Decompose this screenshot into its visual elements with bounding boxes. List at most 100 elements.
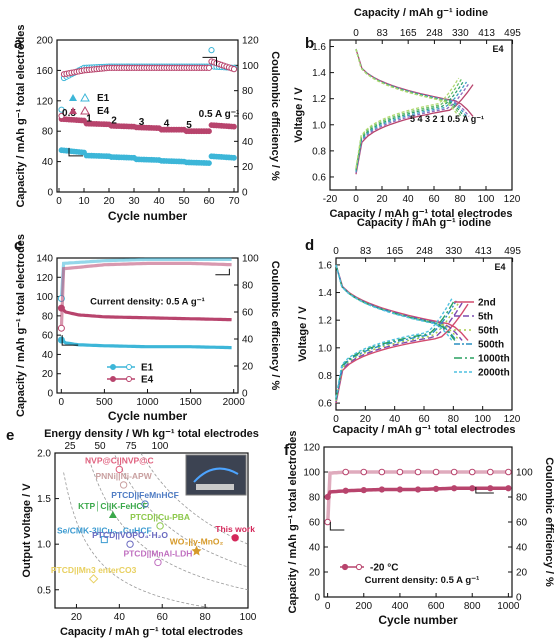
axis-arrow bbox=[68, 147, 83, 157]
discharge-curve-2000th bbox=[335, 264, 453, 341]
panel-d-xtick-label: 100 bbox=[474, 414, 491, 425]
panel-c-xtick-label: 1000 bbox=[136, 397, 159, 408]
legend-label: E1 bbox=[141, 363, 154, 374]
x-axis-label: Capacity / mAh g⁻¹ total electrodes bbox=[329, 208, 512, 220]
energy-isoline bbox=[140, 452, 249, 545]
legend-label: 2nd bbox=[478, 298, 496, 309]
panel-a-xtick-label: 70 bbox=[228, 196, 240, 207]
charge-curve-500th bbox=[335, 300, 457, 400]
panel-a-xtick-label: 30 bbox=[128, 196, 140, 207]
panel-f-xtick-label: 1000 bbox=[497, 601, 520, 612]
panel-b-ytick-label: 1.0 bbox=[312, 120, 326, 131]
point-marker bbox=[154, 558, 162, 567]
panel-f-y2tick-label: 60 bbox=[516, 518, 528, 529]
panel-e-xtick-label: 40 bbox=[114, 612, 126, 623]
axis-arrow bbox=[202, 56, 217, 66]
panel-a-y2tick-label: 40 bbox=[242, 137, 254, 148]
panel-c-ytick-label: 40 bbox=[42, 350, 54, 361]
point-marker bbox=[191, 545, 202, 556]
panel-f-xtick-label: 600 bbox=[428, 601, 445, 612]
x-axis-label: Cycle number bbox=[108, 409, 188, 423]
panel-a-ytick-label: 0 bbox=[47, 188, 53, 199]
legend-marker bbox=[126, 364, 132, 370]
point-label: Se/CMK-3||Cu₀.₃CuHCF bbox=[57, 526, 152, 536]
panel-a-ytick-label: 160 bbox=[36, 66, 53, 77]
legend-label: E4 bbox=[141, 375, 154, 386]
panel-e: e 20 40 60 80 100 0.5 1.0 1.5 2.0 Energy density /… bbox=[6, 427, 259, 638]
legend-marker bbox=[110, 364, 116, 370]
panel-c-ytick-label: 80 bbox=[42, 311, 54, 322]
panel-b: b -20 0 20 40 60 80 100 120 0.6 0.8 1.0 1.2 1.4 1.6 0 83… bbox=[293, 7, 521, 220]
top-tick-label: 25 bbox=[64, 441, 76, 452]
point-marker bbox=[119, 481, 128, 489]
panel-a-ytick-label: 40 bbox=[42, 157, 54, 168]
y-axis-label: Capacity / mAh g⁻¹ total electrodes bbox=[15, 24, 27, 207]
y-axis-label: Voltage / V bbox=[293, 87, 305, 143]
point-marker bbox=[126, 540, 134, 548]
inset-wire bbox=[193, 467, 239, 483]
legend-marker bbox=[69, 94, 77, 101]
x-axis-label: Cycle number bbox=[108, 209, 188, 223]
top-axis-label: Energy density / Wh kg⁻¹ total electrode… bbox=[44, 428, 259, 440]
top-tick-label: 0 bbox=[333, 246, 339, 257]
panel-c-ytick-label: 0 bbox=[47, 389, 53, 400]
panel-c-y2tick-label: 80 bbox=[242, 281, 254, 292]
panel-c-y2tick-label: 20 bbox=[242, 362, 254, 373]
top-tick-label: 165 bbox=[387, 246, 404, 257]
panel-d-xtick-label: 120 bbox=[504, 414, 521, 425]
axis-arrow bbox=[61, 335, 79, 346]
panel-a-xtick-label: 10 bbox=[78, 196, 90, 207]
panel-d-ytick-label: 0.8 bbox=[318, 371, 332, 382]
top-tick-label: 330 bbox=[452, 28, 469, 39]
legend-label: 2000th bbox=[478, 368, 510, 379]
panel-b-ytick-label: 1.6 bbox=[312, 42, 326, 53]
capacity-point bbox=[342, 487, 349, 494]
charge-curve-4 bbox=[355, 79, 462, 170]
discharge-curve-2nd bbox=[335, 264, 469, 341]
legend-label: 500th bbox=[478, 340, 504, 351]
legend-marker bbox=[126, 376, 132, 382]
y2-axis-label: Coulombic efficiency / % bbox=[269, 261, 281, 391]
point-label: NVP@C||NVP@C bbox=[85, 455, 154, 465]
point-marker bbox=[156, 522, 164, 530]
panel-a-xtick-label: 0 bbox=[56, 196, 62, 207]
panel-b-xtick-label: 100 bbox=[478, 194, 495, 205]
capacity-point bbox=[469, 485, 476, 492]
charge-curve-2 bbox=[355, 81, 468, 172]
capacity-point bbox=[451, 485, 458, 492]
point-label: WO₃||γ-MnO₂ bbox=[170, 537, 224, 547]
point-marker bbox=[115, 465, 124, 474]
panel-f: f0 200 400 600 800 10000204060801001200204060… bbox=[284, 430, 555, 627]
panel-f-ytick-label: 0 bbox=[314, 593, 320, 604]
panel-c: c0 500 1000 1500 200002040608010012014002040… bbox=[14, 234, 281, 423]
top-tick-label: 495 bbox=[504, 246, 521, 257]
panel-e-xtick-label: 20 bbox=[71, 612, 83, 623]
point-label: KTP│C||K-FeHCF bbox=[78, 501, 148, 512]
capacity-point bbox=[487, 485, 494, 492]
legend-marker bbox=[341, 563, 349, 571]
panel-a-y2tick-label: 100 bbox=[242, 61, 259, 72]
rate-label: 3 bbox=[139, 117, 145, 128]
top-tick-label: 165 bbox=[400, 28, 417, 39]
top-tick-label: 248 bbox=[426, 28, 443, 39]
charge-curve-2nd bbox=[335, 303, 469, 404]
legend-label: 5th bbox=[478, 312, 493, 323]
charge-curve-2000th bbox=[335, 298, 453, 398]
y2-axis-label: Coulombic efficiency / % bbox=[543, 457, 555, 587]
ce-point bbox=[396, 468, 404, 476]
y-axis-label: Capacity / mAh g⁻¹ total electrodes bbox=[287, 430, 299, 613]
panel-c-xtick-label: 2000 bbox=[223, 397, 246, 408]
top-axis-label: Capacity / mAh g⁻¹ iodine bbox=[357, 217, 491, 229]
panel-a-xtick-label: 40 bbox=[153, 196, 165, 207]
panel-c-ytick-label: 140 bbox=[36, 254, 53, 265]
capacity-point-E1 bbox=[206, 160, 212, 167]
ce-line-E1 bbox=[59, 257, 232, 299]
capacity-point-E4 bbox=[231, 123, 237, 130]
point-label: PTCD||Mn3 enterCO3 bbox=[51, 565, 137, 575]
ce-point-E4 bbox=[205, 64, 213, 71]
legend-marker bbox=[110, 376, 116, 382]
panel-d-ytick-label: 1.4 bbox=[318, 288, 332, 299]
panel-c-ytick-label: 60 bbox=[42, 331, 54, 342]
capacity-point-E4 bbox=[57, 304, 65, 312]
